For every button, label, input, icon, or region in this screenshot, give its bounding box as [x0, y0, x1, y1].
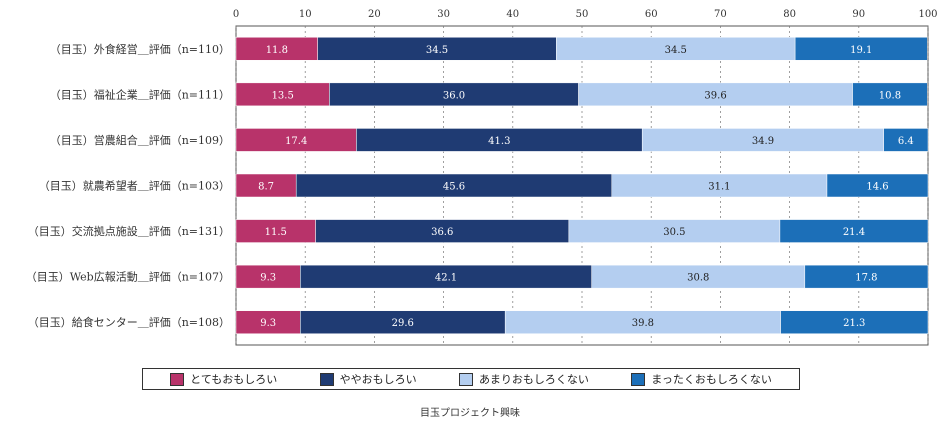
data-label: 14.6 [866, 182, 888, 193]
legend-label: あまりおもしろくない [478, 373, 589, 386]
data-label: 31.1 [708, 182, 730, 193]
x-tick-label: 90 [852, 9, 865, 20]
chart-legend: とてもおもしろい ややおもしろい あまりおもしろくない まったくおもしろくない [142, 368, 800, 390]
data-label: 8.7 [258, 182, 274, 193]
stacked-bar-chart: 0 10 20 30 40 50 60 70 80 90 100 （目玉）外食経営＿評価（n=110）… [26, 9, 938, 346]
data-label: 34.5 [426, 45, 448, 56]
data-label: 11.8 [266, 45, 288, 56]
data-label: 21.3 [843, 318, 865, 329]
bar-segment [779, 219, 929, 243]
x-tick-label: 50 [576, 9, 589, 20]
legend-item: あまりおもしろくない [458, 371, 589, 387]
data-label: 34.5 [665, 45, 687, 56]
legend-swatch [170, 372, 185, 386]
chart-title: 目玉プロジェクト興味 [420, 408, 520, 419]
data-label: 17.4 [285, 136, 307, 147]
data-label: 9.3 [260, 318, 276, 329]
x-tick-label: 10 [299, 9, 312, 20]
legend-item: まったくおもしろくない [631, 371, 772, 387]
legend-label: とてもおもしろい [190, 373, 278, 386]
x-tick-label: 80 [783, 9, 796, 20]
x-tick-label: 100 [918, 9, 937, 20]
bar-segment [794, 37, 928, 61]
data-label: 42.1 [435, 273, 457, 284]
legend-label: ややおもしろい [339, 373, 417, 386]
category-label: （目玉）Web広報活動＿評価（n=107） [26, 270, 230, 284]
x-tick-label: 30 [437, 9, 450, 20]
data-label: 45.6 [443, 182, 465, 193]
legend-swatch [631, 372, 646, 386]
category-label: （目玉）外食経営＿評価（n=110） [50, 42, 230, 56]
x-tick-label: 0 [233, 9, 239, 20]
bar-segment [804, 264, 929, 289]
x-tick-label: 70 [714, 9, 727, 20]
data-label: 9.3 [260, 273, 276, 284]
data-label: 6.4 [898, 136, 914, 147]
x-tick-label: 20 [368, 9, 381, 20]
data-label: 36.0 [443, 90, 465, 101]
legend-label: まったくおもしろくない [651, 373, 772, 386]
bar-segment [826, 173, 929, 198]
bar-segment [780, 310, 929, 334]
data-label: 39.8 [632, 318, 654, 329]
category-label: （目玉）交流拠点施設＿評価（n=131） [28, 224, 230, 238]
legend-swatch [319, 372, 334, 386]
data-label: 17.8 [855, 273, 877, 284]
legend-item: ややおもしろい [319, 371, 417, 387]
data-label: 41.3 [488, 136, 510, 147]
data-label: 30.5 [663, 227, 685, 238]
data-label: 13.5 [272, 90, 294, 101]
category-label: （目玉）給食センター＿評価（n=108） [28, 315, 230, 329]
data-label: 10.8 [879, 90, 901, 101]
x-tick-label: 40 [506, 9, 519, 20]
legend-swatch [458, 372, 473, 386]
data-label: 21.4 [843, 227, 865, 238]
legend-item: とてもおもしろい [170, 371, 277, 387]
data-label: 29.6 [392, 318, 414, 329]
data-label: 39.6 [704, 90, 726, 101]
category-label: （目玉）福祉企業＿評価（n=111） [50, 87, 230, 101]
data-label: 11.5 [265, 227, 287, 238]
data-label: 36.6 [431, 227, 453, 238]
bar-segment [852, 82, 928, 107]
data-label: 30.8 [687, 273, 709, 284]
data-label: 19.1 [850, 45, 872, 56]
category-label: （目玉）営農組合＿評価（n=109） [50, 133, 230, 147]
category-label: （目玉）就農希望者＿評価（n=103） [39, 179, 230, 193]
data-label: 34.9 [752, 136, 774, 147]
bar-segment [883, 128, 929, 152]
x-tick-label: 60 [645, 9, 658, 20]
